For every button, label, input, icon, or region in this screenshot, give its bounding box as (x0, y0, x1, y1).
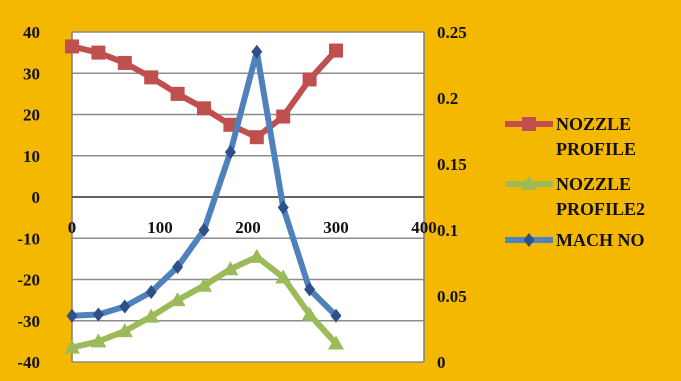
data-point (197, 101, 211, 116)
data-point (143, 308, 160, 323)
data-point (91, 45, 106, 60)
data-point (64, 339, 80, 354)
y-left-tick-label: 30 (23, 64, 40, 83)
legend-swatch-marker (523, 233, 535, 247)
data-point (304, 282, 316, 297)
series-mach-no (66, 44, 342, 323)
y-left-tick-label: -30 (17, 312, 40, 331)
x-tick-label: 200 (235, 218, 261, 237)
legend-label: PROFILE2 (556, 199, 645, 219)
y-left-tick-label: 20 (23, 106, 40, 125)
y-right-tick-label: 0.15 (437, 155, 467, 174)
y-left-tick-label: 10 (23, 147, 40, 166)
data-point (117, 55, 132, 70)
legend-entry: NOZZLE PROFILE2 (505, 174, 645, 219)
data-point (251, 44, 263, 59)
x-tick-label: 300 (323, 218, 349, 237)
data-point (144, 70, 159, 85)
data-point (169, 292, 186, 307)
data-point (66, 308, 78, 323)
x-tick-label: 400 (411, 218, 437, 237)
y-right-tick-label: 0 (437, 353, 446, 372)
data-point (224, 145, 236, 160)
legend-label: NOZZLE (556, 174, 631, 194)
legend-entry: NOZZLE PROFILE (505, 114, 636, 159)
data-point (198, 223, 210, 237)
y-right-tick-label: 0.2 (437, 89, 458, 108)
data-point (92, 307, 104, 322)
x-tick-label: 0 (68, 218, 77, 237)
data-point (248, 248, 265, 263)
y-left-tick-label: 40 (23, 23, 40, 42)
legend-label: NOZZLE (556, 114, 631, 134)
y-left-tick-label: 0 (32, 188, 41, 207)
data-point (145, 285, 157, 300)
series-nozzle-profile (65, 39, 343, 145)
data-point (330, 308, 342, 323)
data-point (170, 86, 185, 101)
axes (71, 32, 425, 362)
legend-label: PROFILE (556, 139, 636, 159)
y-right-tick-label: 0.05 (437, 287, 467, 306)
legend-swatch-marker (522, 117, 536, 131)
tick-labels: 403020100-10-20-30-400.250.20.150.10.050… (17, 23, 466, 372)
data-point (275, 269, 292, 284)
legend: NOZZLE PROFILE NOZZLE PROFILE2 MACH NO (505, 114, 645, 250)
gridlines (72, 31, 424, 363)
data-point (172, 259, 184, 274)
y-right-tick-label: 0.1 (437, 221, 458, 240)
data-point (302, 72, 317, 87)
y-left-tick-label: -20 (17, 271, 40, 290)
data-point (222, 261, 239, 276)
data-point (196, 277, 212, 292)
data-point (116, 323, 133, 338)
data-point (328, 335, 344, 350)
data-point (90, 333, 107, 348)
data-point (249, 130, 264, 145)
y-right-tick-label: 0.25 (437, 23, 467, 42)
series-nozzle-profile2 (64, 248, 344, 354)
x-tick-label: 100 (147, 218, 173, 237)
data-point (301, 306, 318, 321)
data-point (65, 39, 79, 54)
legend-swatch-marker (521, 176, 537, 190)
legend-label: MACH NO (556, 230, 645, 250)
data-point (119, 299, 131, 314)
data-point (277, 200, 289, 215)
y-left-tick-label: -10 (17, 229, 40, 248)
data-point (276, 109, 291, 124)
legend-entry: MACH NO (505, 230, 645, 250)
series-layer (64, 39, 344, 354)
data-point (329, 43, 343, 58)
y-left-tick-label: -40 (17, 353, 40, 372)
